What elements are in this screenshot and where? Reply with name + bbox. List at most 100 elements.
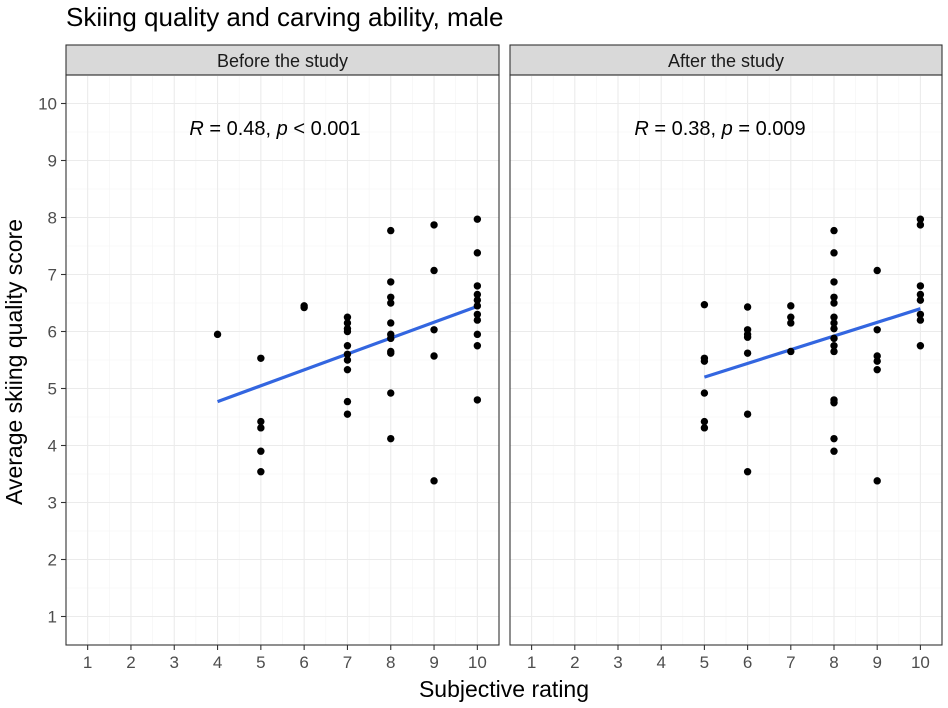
data-point	[743, 468, 752, 476]
data-point	[387, 389, 395, 397]
data-point	[343, 313, 352, 321]
data-point	[473, 290, 482, 299]
data-point	[743, 303, 752, 311]
data-point	[830, 434, 838, 443]
data-point	[387, 319, 395, 327]
data-point	[830, 399, 838, 407]
marks-after	[700, 215, 925, 485]
x-tick-label: 1	[83, 653, 92, 672]
panel-after: After the study R = 0.38, p = 0.009	[509, 44, 943, 646]
data-point	[343, 397, 352, 406]
data-point	[873, 357, 881, 365]
data-point	[387, 334, 395, 343]
data-point	[830, 249, 838, 257]
data-point	[430, 326, 438, 334]
marks-before	[213, 215, 482, 485]
annotation-p-value: < 0.001	[288, 118, 361, 140]
data-point	[257, 468, 265, 476]
data-point	[916, 282, 925, 290]
data-point	[473, 282, 482, 290]
data-point	[430, 352, 438, 360]
strip-label-before: Before the study	[217, 51, 348, 71]
data-point	[830, 319, 838, 327]
data-point	[387, 349, 395, 357]
x-axis-title: Subjective rating	[419, 676, 589, 702]
y-tick-label: 10	[38, 95, 57, 114]
data-point	[473, 310, 482, 319]
data-point	[873, 352, 881, 360]
data-point	[830, 293, 838, 301]
data-point	[473, 316, 482, 324]
x-tick-label: 6	[299, 653, 308, 672]
data-point	[343, 327, 352, 336]
y-axis-title: Average skiing quality score	[1, 219, 27, 505]
strip-before	[65, 44, 500, 76]
data-point	[430, 477, 438, 485]
data-point	[387, 226, 395, 235]
data-point	[430, 266, 438, 275]
data-point	[787, 313, 795, 321]
data-point	[473, 330, 482, 339]
data-point	[387, 293, 395, 301]
x-tick-label: 9	[429, 653, 438, 672]
panel-border-after	[509, 74, 943, 646]
data-point	[873, 365, 881, 374]
annotation-before: R = 0.48, p < 0.001	[189, 118, 360, 140]
y-tick-label: 9	[48, 152, 57, 171]
annotation-r-value: = 0.38,	[649, 118, 722, 140]
annotation-p-value: = 0.009	[733, 118, 806, 140]
data-point	[700, 389, 709, 397]
data-point	[700, 424, 709, 432]
y-tick-label: 6	[48, 323, 57, 342]
data-point	[387, 299, 395, 307]
x-tick-label: 10	[911, 653, 930, 672]
data-point	[873, 266, 881, 275]
x-tick-label: 8	[829, 653, 838, 672]
data-point	[830, 226, 838, 235]
data-point	[257, 424, 265, 432]
data-point	[830, 347, 838, 356]
x-tick-label: 9	[872, 653, 881, 672]
data-point	[473, 342, 482, 350]
annotation-p-symbol: p	[721, 118, 733, 140]
y-tick-label: 2	[48, 551, 57, 570]
data-point	[916, 221, 925, 229]
y-tick-label: 3	[48, 494, 57, 513]
data-point	[343, 410, 352, 418]
data-point	[873, 326, 881, 334]
data-point	[700, 301, 709, 309]
data-point	[787, 302, 795, 310]
data-point	[700, 357, 709, 365]
y-tick-label: 7	[48, 266, 57, 285]
x-tick-label: 2	[570, 653, 579, 672]
data-point	[830, 299, 838, 307]
annotation-r-symbol: R	[189, 118, 203, 140]
data-point	[213, 330, 222, 339]
data-point	[743, 333, 752, 341]
data-point	[743, 410, 752, 418]
data-point	[343, 365, 352, 374]
x-tick-label: 5	[700, 653, 709, 672]
data-point	[830, 324, 838, 333]
grid-before	[66, 75, 499, 645]
x-tick-label: 5	[256, 653, 265, 672]
data-point	[473, 215, 482, 223]
data-point	[700, 417, 709, 426]
data-point	[830, 334, 838, 343]
data-point	[916, 310, 925, 319]
y-tick-label: 4	[48, 437, 57, 456]
data-point	[830, 447, 838, 455]
y-tick-label: 5	[48, 380, 57, 399]
annotation-r-value: = 0.48,	[204, 118, 277, 140]
x-tick-label: 8	[386, 653, 395, 672]
regression-line	[703, 307, 921, 379]
data-point	[257, 447, 265, 455]
data-point	[830, 278, 838, 286]
annotation-p-symbol: p	[276, 118, 288, 140]
data-point	[830, 313, 838, 321]
x-tick-label: 4	[656, 653, 665, 672]
x-tick-label: 10	[468, 653, 487, 672]
strip-after	[509, 44, 943, 76]
data-point	[916, 342, 925, 350]
strip-label-after: After the study	[668, 51, 784, 71]
